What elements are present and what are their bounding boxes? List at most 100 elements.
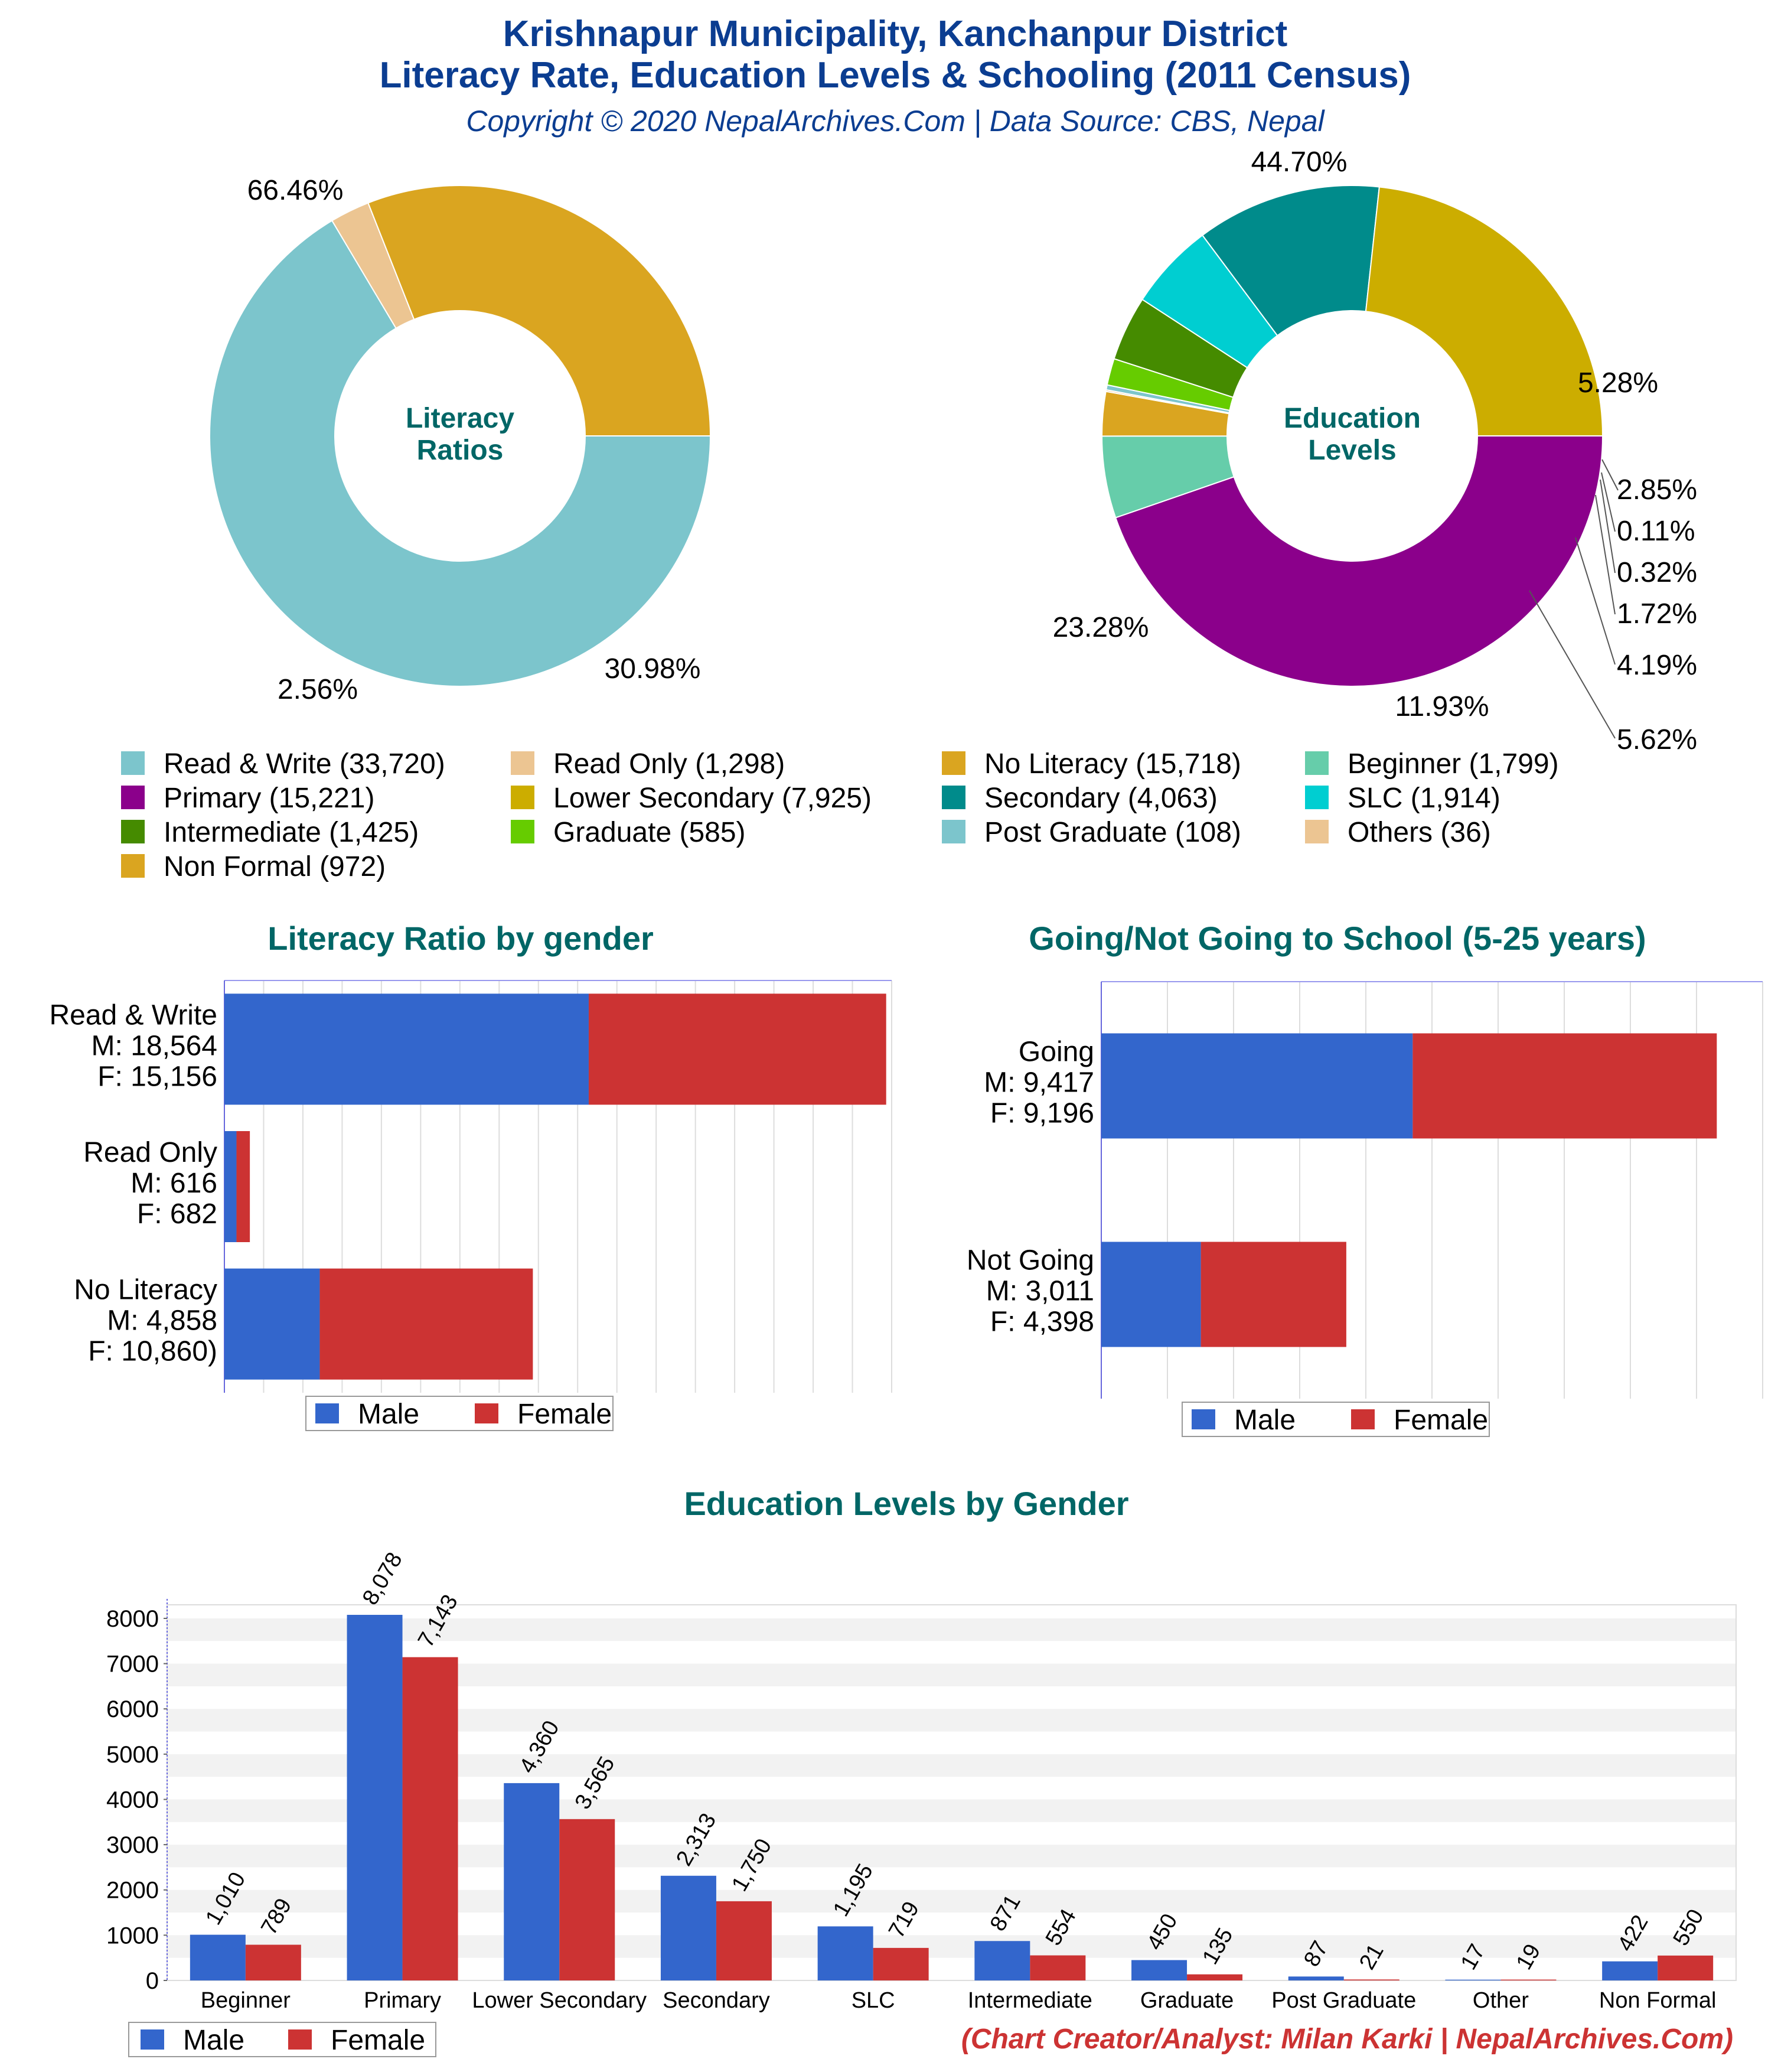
legend-label: Post Graduate (108)	[984, 817, 1241, 848]
leader-line	[1575, 537, 1616, 665]
category-label: F: 4,398	[990, 1307, 1094, 1338]
category-label: Read & Write	[49, 999, 217, 1031]
slice-percent-label: 2.85%	[1617, 474, 1697, 506]
category-label: M: 3,011	[986, 1276, 1094, 1307]
main-title-line2: Literacy Rate, Education Levels & School…	[380, 55, 1411, 96]
legend-label: No Literacy (15,718)	[984, 748, 1241, 780]
bar-female	[245, 1944, 301, 1980]
bar-female	[1658, 1955, 1714, 1980]
y-tick-label: 8000	[106, 1606, 159, 1632]
legend-swatch	[288, 2029, 312, 2050]
legend-box	[305, 1396, 614, 1431]
slice-percent-label: 66.46%	[247, 175, 344, 206]
leader-line	[1595, 494, 1616, 615]
legend-swatch	[475, 1403, 498, 1423]
bar-female	[1187, 1974, 1243, 1980]
legend-swatch	[141, 2029, 164, 2050]
category-label: No Literacy	[74, 1275, 217, 1306]
donut-center-label: Literacy	[406, 403, 514, 434]
y-tick-label: 2000	[106, 1878, 159, 1904]
donut-center-label: Ratios	[417, 435, 504, 466]
slice-percent-label: 4.19%	[1617, 650, 1697, 681]
category-label: Not Going	[967, 1245, 1094, 1276]
legend-label: Read & Write (33,720)	[164, 748, 445, 780]
legend-label: Graduate (585)	[553, 817, 746, 848]
x-tick-label: Non Formal	[1599, 1988, 1717, 2013]
donut-slice-no-literacy	[367, 185, 712, 436]
legend-label: Female	[1394, 1405, 1488, 1436]
slice-percent-label: 5.62%	[1617, 724, 1697, 755]
legend-label: Non Formal (972)	[164, 851, 386, 882]
y-tick-label: 1000	[106, 1923, 159, 1949]
legend-label: Male	[1234, 1405, 1296, 1436]
legend-swatch	[942, 786, 965, 809]
category-label: F: 9,196	[990, 1098, 1094, 1129]
y-tick-label: 5000	[106, 1742, 159, 1768]
legend-swatch	[121, 751, 145, 775]
bar-male	[224, 1268, 320, 1380]
y-tick-label: 0	[146, 1968, 159, 1994]
bar-female	[1030, 1955, 1086, 1980]
slice-percent-label: 5.28%	[1578, 367, 1658, 399]
legend-label: Lower Secondary (7,925)	[553, 783, 872, 814]
category-label: M: 9,417	[984, 1067, 1094, 1099]
y-tick-label: 7000	[106, 1651, 159, 1677]
leader-line	[1601, 472, 1616, 532]
legend-swatch	[511, 786, 534, 809]
legend-swatch	[942, 751, 965, 775]
bar-male	[190, 1934, 246, 1980]
donut-center-label: Levels	[1308, 435, 1396, 466]
legend-label: Male	[358, 1399, 419, 1430]
education-gender-title: Education Levels by Gender	[684, 1485, 1128, 1522]
legend-swatch	[1305, 751, 1329, 775]
bar-male	[504, 1783, 560, 1980]
bar-female	[1200, 1242, 1346, 1347]
x-tick-label: Post Graduate	[1271, 1988, 1416, 2013]
bar-male	[1101, 1033, 1413, 1139]
bar-male	[974, 1941, 1030, 1980]
donut-slice-primary	[1114, 435, 1604, 688]
bar-male	[1101, 1242, 1201, 1347]
bar-male	[1288, 1976, 1344, 1980]
legend-label: Intermediate (1,425)	[164, 817, 419, 848]
legend-label: Male	[183, 2025, 244, 2056]
x-tick-label: Lower Secondary	[472, 1988, 647, 2013]
slice-percent-label: 0.32%	[1617, 557, 1697, 588]
bar-male	[1602, 1961, 1658, 1980]
category-label: F: 10,860)	[88, 1336, 217, 1367]
legend-swatch	[121, 854, 145, 878]
bar-male	[224, 993, 589, 1105]
category-label: F: 682	[137, 1198, 217, 1230]
legend-box	[128, 2022, 436, 2057]
donut-center-label: Education	[1284, 403, 1421, 434]
x-tick-label: Secondary	[663, 1988, 770, 2013]
slice-percent-label: 11.93%	[1395, 691, 1489, 722]
bar-female	[1412, 1033, 1717, 1139]
x-tick-label: Primary	[364, 1988, 441, 2013]
bar-female	[319, 1268, 533, 1380]
value-label: 8,078	[358, 1548, 407, 1609]
legend-swatch	[511, 751, 534, 775]
legend-swatch	[1351, 1409, 1375, 1429]
legend-box	[1182, 1402, 1490, 1437]
grid-band	[167, 1618, 1736, 1641]
legend-label: Female	[517, 1399, 612, 1430]
bar-male	[660, 1875, 716, 1980]
copyright-text: Copyright © 2020 NepalArchives.Com | Dat…	[466, 105, 1325, 138]
bar-female	[588, 993, 886, 1105]
school-chart-title: Going/Not Going to School (5-25 years)	[1029, 920, 1646, 957]
legend-swatch	[121, 786, 145, 809]
legend-label: Beginner (1,799)	[1348, 748, 1559, 780]
plot-frame	[167, 1604, 1737, 1981]
x-tick-label: SLC	[852, 1988, 895, 2013]
value-label: 135	[1198, 1924, 1238, 1969]
legend-swatch	[1305, 820, 1329, 843]
y-tick-label: 6000	[106, 1696, 159, 1722]
bar-male	[224, 1131, 237, 1242]
legend-label: Others (36)	[1348, 817, 1491, 848]
donut-slice-read-write	[209, 220, 712, 687]
